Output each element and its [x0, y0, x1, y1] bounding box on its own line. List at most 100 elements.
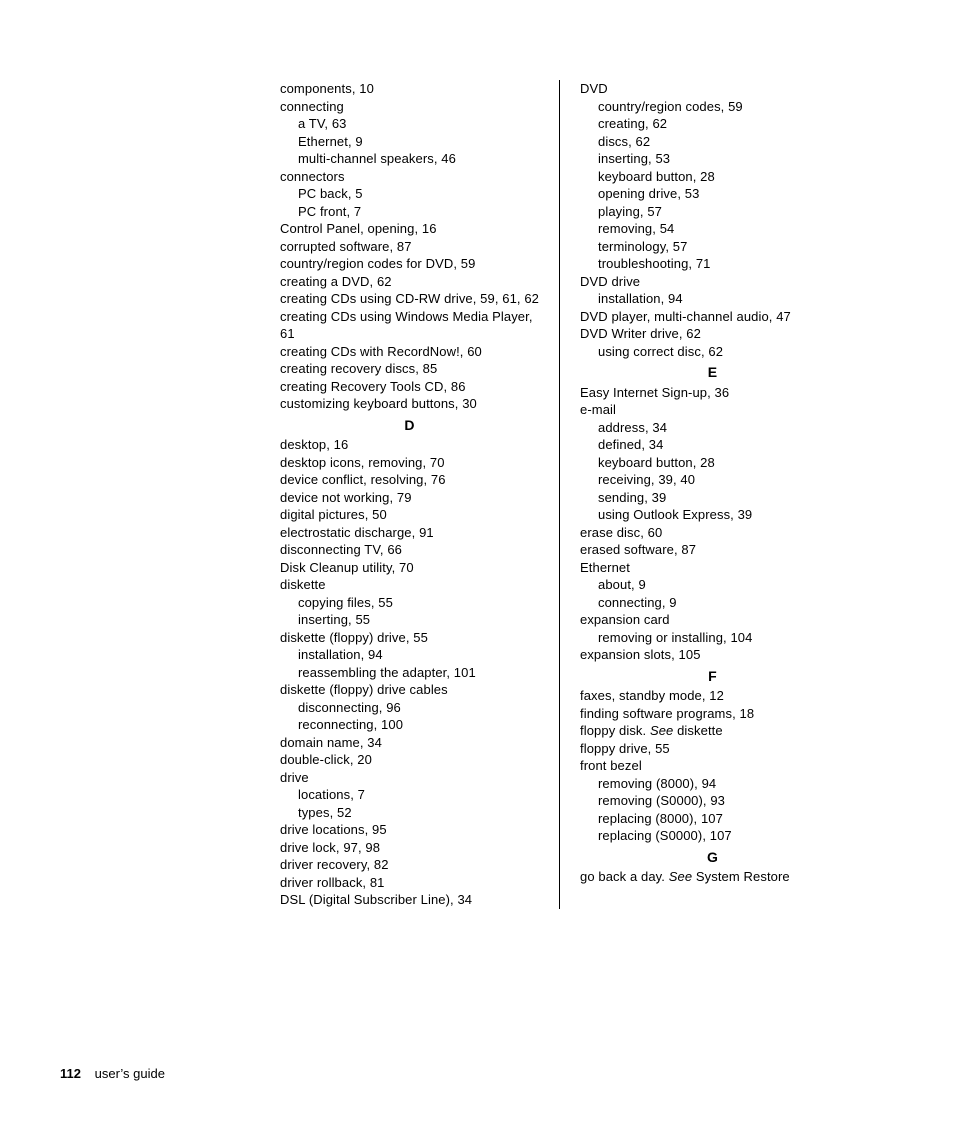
index-entry: creating CDs using Windows Media Player,…: [280, 308, 539, 343]
index-entry: removing or installing, 104: [580, 629, 845, 647]
index-entry: creating, 62: [580, 115, 845, 133]
index-entry: corrupted software, 87: [280, 238, 539, 256]
index-letter-head-f: F: [580, 668, 845, 686]
index-entry: reconnecting, 100: [280, 716, 539, 734]
index-letter-head-d: D: [280, 417, 539, 435]
index-entry: removing (S0000), 93: [580, 792, 845, 810]
index-entry: erased software, 87: [580, 541, 845, 559]
index-entry: faxes, standby mode, 12: [580, 687, 845, 705]
index-entry: components, 10: [280, 80, 539, 98]
index-entry: drive: [280, 769, 539, 787]
index-entry: diskette (floppy) drive, 55: [280, 629, 539, 647]
index-entry: multi-channel speakers, 46: [280, 150, 539, 168]
index-entry: locations, 7: [280, 786, 539, 804]
index-column-left: components, 10connectinga TV, 63Ethernet…: [280, 80, 560, 909]
index-entry: country/region codes, 59: [580, 98, 845, 116]
index-block-g: go back a day. See System Restore: [580, 868, 845, 886]
index-entry: e-mail: [580, 401, 845, 419]
index-entry: floppy disk. See diskette: [580, 722, 845, 740]
index-entry: drive lock, 97, 98: [280, 839, 539, 857]
index-entry: expansion card: [580, 611, 845, 629]
index-entry: PC front, 7: [280, 203, 539, 221]
index-block-e: Easy Internet Sign-up, 36e-mailaddress, …: [580, 384, 845, 664]
index-entry: replacing (S0000), 107: [580, 827, 845, 845]
index-entry: discs, 62: [580, 133, 845, 151]
page-number: 112: [60, 1066, 81, 1081]
index-entry: removing, 54: [580, 220, 845, 238]
index-entry: digital pictures, 50: [280, 506, 539, 524]
index-entry: device not working, 79: [280, 489, 539, 507]
index-block-f: faxes, standby mode, 12finding software …: [580, 687, 845, 845]
index-entry: erase disc, 60: [580, 524, 845, 542]
index-entry: DVD Writer drive, 62: [580, 325, 845, 343]
index-entry: receiving, 39, 40: [580, 471, 845, 489]
index-block-c: components, 10connectinga TV, 63Ethernet…: [280, 80, 539, 413]
index-entry: creating a DVD, 62: [280, 273, 539, 291]
index-column-right: DVDcountry/region codes, 59creating, 62d…: [560, 80, 845, 909]
index-entry: go back a day. See System Restore: [580, 868, 845, 886]
index-entry: desktop, 16: [280, 436, 539, 454]
index-block-dvd: DVDcountry/region codes, 59creating, 62d…: [580, 80, 845, 360]
index-entry: expansion slots, 105: [580, 646, 845, 664]
index-entry: disconnecting TV, 66: [280, 541, 539, 559]
index-entry: finding software programs, 18: [580, 705, 845, 723]
index-entry: about, 9: [580, 576, 845, 594]
index-entry: Disk Cleanup utility, 70: [280, 559, 539, 577]
index-letter-head-g: G: [580, 849, 845, 867]
index-entry: drive locations, 95: [280, 821, 539, 839]
index-entry: inserting, 55: [280, 611, 539, 629]
index-entry: creating recovery discs, 85: [280, 360, 539, 378]
index-entry: desktop icons, removing, 70: [280, 454, 539, 472]
index-entry: playing, 57: [580, 203, 845, 221]
index-entry: device conflict, resolving, 76: [280, 471, 539, 489]
index-entry: PC back, 5: [280, 185, 539, 203]
index-entry: driver rollback, 81: [280, 874, 539, 892]
index-entry: keyboard button, 28: [580, 168, 845, 186]
index-entry: terminology, 57: [580, 238, 845, 256]
see-reference: See: [650, 723, 673, 738]
index-entry: Ethernet: [580, 559, 845, 577]
index-entry: Easy Internet Sign-up, 36: [580, 384, 845, 402]
index-entry: diskette (floppy) drive cables: [280, 681, 539, 699]
index-entry: a TV, 63: [280, 115, 539, 133]
index-entry: installation, 94: [280, 646, 539, 664]
index-entry: connecting, 9: [580, 594, 845, 612]
index-entry: types, 52: [280, 804, 539, 822]
index-entry: driver recovery, 82: [280, 856, 539, 874]
index-block-d: desktop, 16desktop icons, removing, 70de…: [280, 436, 539, 909]
index-entry: replacing (8000), 107: [580, 810, 845, 828]
index-entry: opening drive, 53: [580, 185, 845, 203]
index-entry: defined, 34: [580, 436, 845, 454]
page: components, 10connectinga TV, 63Ethernet…: [0, 0, 954, 1123]
index-entry: Control Panel, opening, 16: [280, 220, 539, 238]
index-letter-head-e: E: [580, 364, 845, 382]
index-entry: installation, 94: [580, 290, 845, 308]
index-entry: floppy drive, 55: [580, 740, 845, 758]
index-entry: DVD: [580, 80, 845, 98]
page-footer: 112 user’s guide: [60, 1066, 165, 1081]
index-entry: reassembling the adapter, 101: [280, 664, 539, 682]
index-content: components, 10connectinga TV, 63Ethernet…: [280, 80, 860, 909]
see-reference: See: [669, 869, 692, 884]
index-entry: connectors: [280, 168, 539, 186]
index-entry: Ethernet, 9: [280, 133, 539, 151]
index-entry: using Outlook Express, 39: [580, 506, 845, 524]
index-entry: sending, 39: [580, 489, 845, 507]
index-entry: double-click, 20: [280, 751, 539, 769]
index-entry: creating CDs using CD-RW drive, 59, 61, …: [280, 290, 539, 308]
index-entry: DSL (Digital Subscriber Line), 34: [280, 891, 539, 909]
index-entry: customizing keyboard buttons, 30: [280, 395, 539, 413]
index-entry: copying files, 55: [280, 594, 539, 612]
index-entry: connecting: [280, 98, 539, 116]
index-entry: DVD drive: [580, 273, 845, 291]
index-entry: creating Recovery Tools CD, 86: [280, 378, 539, 396]
index-entry: electrostatic discharge, 91: [280, 524, 539, 542]
index-entry: troubleshooting, 71: [580, 255, 845, 273]
index-entry: inserting, 53: [580, 150, 845, 168]
index-entry: keyboard button, 28: [580, 454, 845, 472]
index-entry: diskette: [280, 576, 539, 594]
footer-guide-text: user’s guide: [95, 1066, 165, 1081]
index-entry: country/region codes for DVD, 59: [280, 255, 539, 273]
index-entry: using correct disc, 62: [580, 343, 845, 361]
index-entry: front bezel: [580, 757, 845, 775]
